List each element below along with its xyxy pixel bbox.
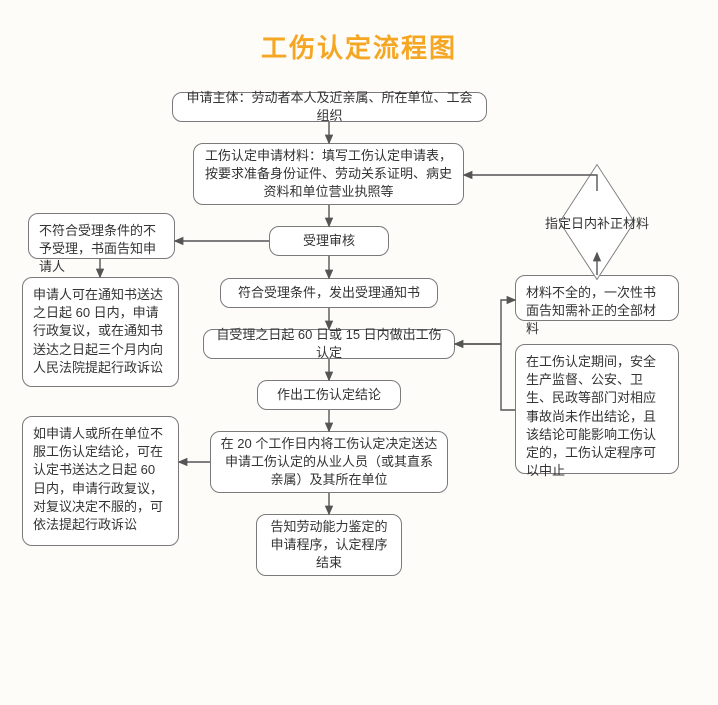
edge	[464, 175, 597, 191]
node-review: 受理审核	[269, 226, 389, 256]
node-text: 在工伤认定期间，安全生产监督、公安、卫生、民政等部门对相应事故尚未作出结论，且该…	[526, 353, 668, 480]
node-text: 符合受理条件，发出受理通知书	[238, 284, 420, 302]
node-incomplete: 材料不全的，一次性书面告知需补正的全部材料	[515, 275, 679, 321]
node-materials: 工伤认定申请材料：填写工伤认定申请表，按要求准备身份证件、劳动关系证明、病史资料…	[193, 143, 464, 205]
node-conclusion: 作出工伤认定结论	[257, 380, 401, 410]
node-text: 告知劳动能力鉴定的申请程序，认定程序结束	[265, 518, 393, 573]
node-applicant: 申请主体：劳动者本人及近亲属、所在单位、工会组织	[172, 92, 487, 122]
node-suspend: 在工伤认定期间，安全生产监督、公安、卫生、民政等部门对相应事故尚未作出结论，且该…	[515, 344, 679, 474]
node-text: 在 20 个工作日内将工伤认定决定送达申请工伤认定的从业人员（或其直系亲属）及其…	[219, 435, 439, 490]
node-text: 如申请人或所在单位不服工伤认定结论，可在认定书送达之日起 60 日内，申请行政复…	[33, 425, 168, 534]
node-text: 申请主体：劳动者本人及近亲属、所在单位、工会组织	[181, 89, 478, 125]
node-text: 指定日内补正材料	[512, 191, 682, 253]
node-reject: 不符合受理条件的不予受理，书面告知申请人	[28, 213, 175, 259]
node-supplement-diamond: 指定日内补正材料	[512, 191, 682, 253]
node-deadline: 自受理之日起 60 日或 15 日内做出工伤认定	[203, 329, 455, 359]
flowchart-container: 工伤认定流程图 申请主体：劳动者本人及近亲属、所在单位、工会组织 工伤认定申请材…	[0, 0, 718, 705]
node-end: 告知劳动能力鉴定的申请程序，认定程序结束	[256, 514, 402, 576]
node-text: 作出工伤认定结论	[277, 386, 381, 404]
node-accept-notice: 符合受理条件，发出受理通知书	[220, 278, 438, 308]
edge	[455, 300, 515, 344]
node-admin-review-1: 申请人可在通知书送达之日起 60 日内，申请行政复议，或在通知书送达之日起三个月…	[22, 277, 179, 387]
node-text: 申请人可在通知书送达之日起 60 日内，申请行政复议，或在通知书送达之日起三个月…	[33, 286, 168, 377]
node-text: 不符合受理条件的不予受理，书面告知申请人	[39, 222, 164, 277]
node-deliver: 在 20 个工作日内将工伤认定决定送达申请工伤认定的从业人员（或其直系亲属）及其…	[210, 431, 448, 493]
page-title: 工伤认定流程图	[0, 28, 718, 65]
node-text: 自受理之日起 60 日或 15 日内做出工伤认定	[212, 326, 446, 362]
node-admin-review-2: 如申请人或所在单位不服工伤认定结论，可在认定书送达之日起 60 日内，申请行政复…	[22, 416, 179, 546]
node-text: 受理审核	[303, 232, 355, 250]
edge	[455, 344, 515, 410]
node-text: 工伤认定申请材料：填写工伤认定申请表，按要求准备身份证件、劳动关系证明、病史资料…	[202, 147, 455, 202]
node-text: 材料不全的，一次性书面告知需补正的全部材料	[526, 284, 668, 339]
